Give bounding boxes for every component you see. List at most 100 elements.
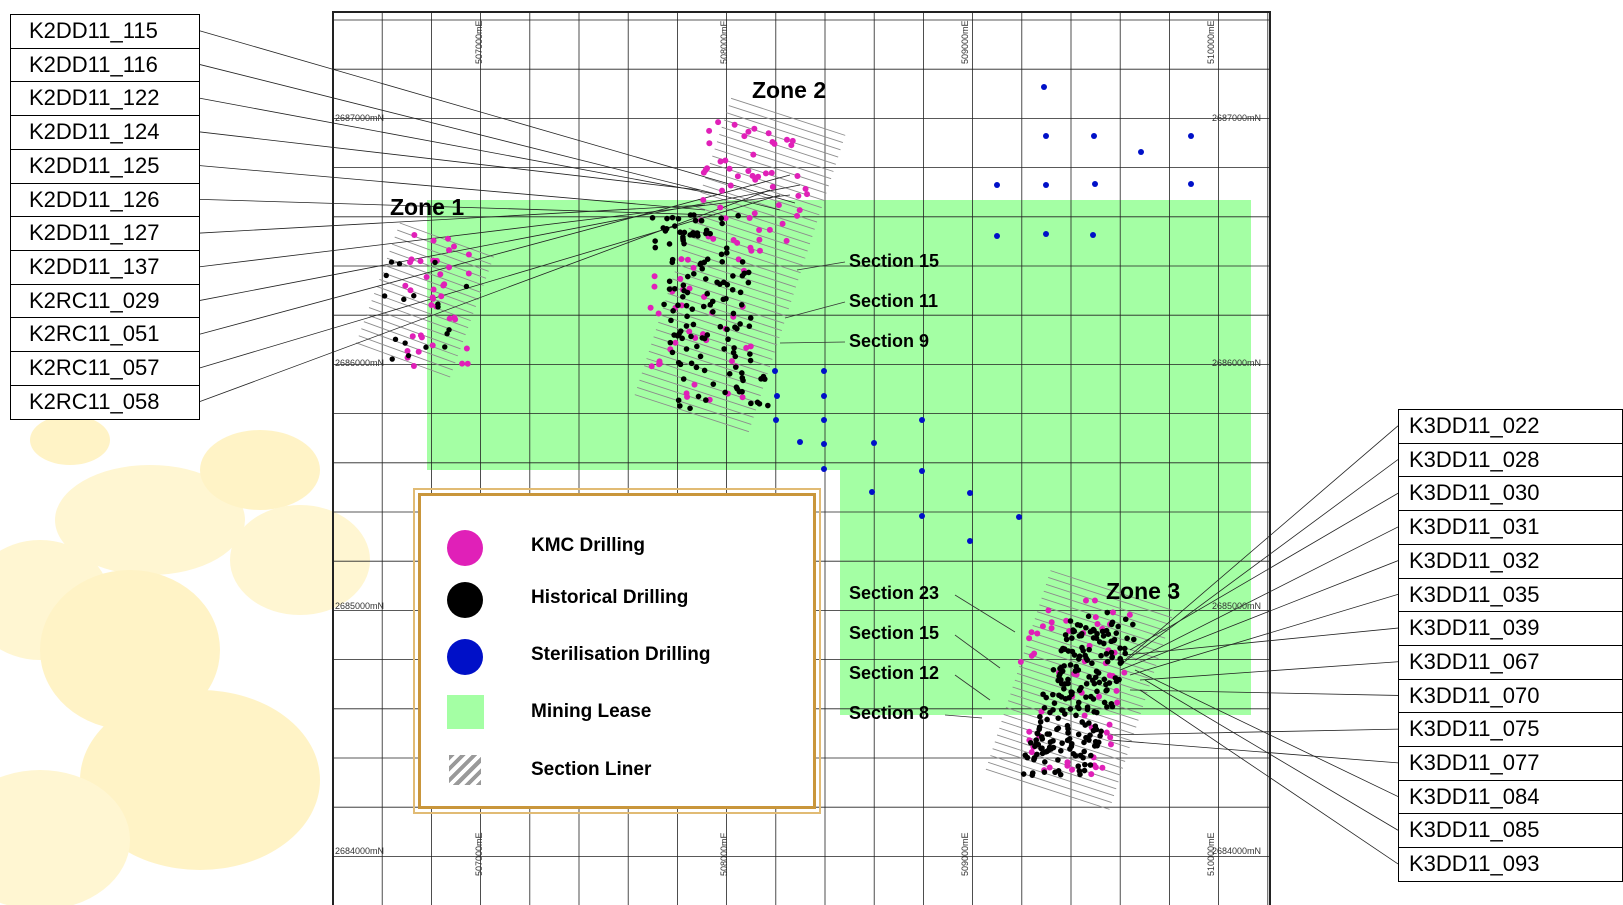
northing-label: 2686000mN — [335, 358, 385, 368]
historical-drill-hole — [697, 353, 704, 360]
kmc-drill-hole — [1063, 617, 1070, 624]
historical-drill-hole — [1079, 719, 1086, 725]
historical-drill-hole — [1075, 699, 1082, 706]
historical-drill-hole — [463, 283, 470, 290]
historical-drill-hole — [666, 286, 673, 292]
historical-drill-hole — [739, 272, 746, 279]
historical-drill-hole — [1113, 630, 1120, 636]
callout-leader — [1134, 526, 1399, 661]
historical-drill-hole — [1089, 627, 1096, 634]
historical-drill-hole — [758, 376, 764, 382]
kmc-drill-hole — [402, 282, 409, 289]
zone2-section-liner — [686, 235, 801, 274]
zone2-section-liner — [660, 314, 775, 353]
zone2-section-liner — [695, 206, 811, 245]
historical-drill-hole — [1050, 691, 1056, 698]
historical-drill-hole — [732, 324, 738, 331]
historical-drill-hole — [1122, 616, 1129, 623]
kmc-drill-hole — [1082, 597, 1089, 604]
historical-drilling-swatch — [447, 582, 483, 618]
callout-label: K3DD11_035 — [1398, 577, 1623, 613]
historical-drill-hole — [661, 301, 667, 308]
kmc-drill-hole — [731, 121, 738, 128]
legend-item-sterilisation: Sterilisation Drilling — [421, 636, 813, 676]
historical-drill-hole — [1085, 613, 1092, 620]
historical-drill-hole — [719, 220, 725, 227]
kmc-drill-hole — [1121, 669, 1128, 676]
sterilisation-drill-hole — [994, 233, 1000, 239]
kmc-drill-hole — [1099, 764, 1106, 771]
historical-drill-hole — [1064, 737, 1071, 744]
kmc-drill-hole — [745, 168, 752, 175]
historical-drill-hole — [1020, 771, 1027, 777]
callout-label: K3DD11_032 — [1398, 543, 1623, 579]
historical-drill-hole — [675, 215, 682, 222]
callout-label: K2DD11_126 — [10, 182, 200, 218]
kmc-drill-hole — [796, 207, 803, 214]
easting-label: 508000mE — [719, 832, 729, 876]
kmc-drill-hole — [715, 119, 722, 126]
callout-label: K3DD11_022 — [1398, 409, 1623, 445]
kmc-drill-hole — [1048, 619, 1055, 626]
kmc-drill-hole — [430, 286, 437, 293]
historical-drill-hole — [660, 225, 667, 231]
zone1-section-liner — [381, 271, 476, 307]
mining-lease-swatch — [447, 695, 484, 729]
historical-drill-hole — [765, 402, 771, 409]
kmc-drill-hole — [1094, 621, 1101, 628]
sterilisation-drill-hole — [1188, 133, 1194, 139]
sterilisation-drill-hole — [773, 417, 779, 423]
historical-drill-hole — [1098, 728, 1104, 735]
sterilisation-drill-hole — [967, 490, 973, 496]
callout-label: K3DD11_084 — [1398, 779, 1623, 815]
kmc-drill-hole — [795, 192, 802, 199]
historical-drill-hole — [694, 230, 701, 236]
historical-drill-hole — [401, 296, 407, 303]
callout-leader — [199, 194, 791, 268]
easting-label: 508000mE — [719, 20, 729, 64]
easting-label: 507000mE — [474, 20, 484, 64]
kmc-drill-hole — [430, 237, 437, 244]
historical-drill-hole — [1101, 699, 1108, 706]
historical-drill-hole — [745, 279, 752, 286]
historical-drill-hole — [1029, 772, 1036, 778]
historical-drill-hole — [1069, 689, 1075, 696]
easting-label: 507000mE — [474, 832, 484, 876]
historical-drill-hole — [677, 361, 684, 368]
zone3-section-liner — [990, 755, 1115, 797]
historical-drill-hole — [1095, 739, 1102, 746]
historical-drill-hole — [435, 304, 441, 310]
kmc-drill-hole — [775, 202, 782, 209]
historical-drill-hole — [680, 293, 686, 300]
kmc-drill-hole — [706, 127, 713, 134]
historical-drill-hole — [729, 286, 736, 293]
sterilisation-drill-hole — [869, 489, 875, 495]
historical-drill-hole — [703, 397, 709, 403]
kmc-drill-hole — [766, 226, 773, 233]
historical-drill-hole — [691, 270, 697, 277]
kmc-drill-hole — [794, 173, 801, 180]
historical-drill-hole — [667, 339, 674, 346]
zone1-section-liner — [374, 293, 469, 329]
kmc-drill-hole — [1103, 729, 1110, 736]
historical-drill-hole — [1068, 740, 1075, 747]
kmc-drill-hole — [756, 247, 763, 254]
zone2-section-liner — [700, 191, 815, 230]
historical-drill-hole — [683, 302, 690, 309]
historical-drill-hole — [1101, 640, 1107, 647]
kmc-drill-hole — [1096, 693, 1103, 700]
zone2-section-liner — [728, 105, 843, 144]
sterilisation-drill-hole — [1188, 181, 1194, 187]
zone3-section-liner — [1045, 583, 1170, 625]
kmc-drill-hole — [1107, 734, 1114, 741]
kmc-drill-hole — [722, 215, 729, 222]
historical-drill-hole — [1093, 709, 1100, 716]
historical-drill-hole — [669, 349, 676, 356]
kmc-drill-hole — [1081, 712, 1088, 719]
kmc-drill-hole — [1113, 687, 1120, 694]
northing-label: 2687000mN — [1212, 113, 1262, 123]
historical-drill-hole — [1046, 731, 1053, 737]
kmc-drill-hole — [651, 283, 658, 290]
sterilisation-drill-hole — [1091, 133, 1097, 139]
zone2-section-liner — [716, 141, 832, 180]
